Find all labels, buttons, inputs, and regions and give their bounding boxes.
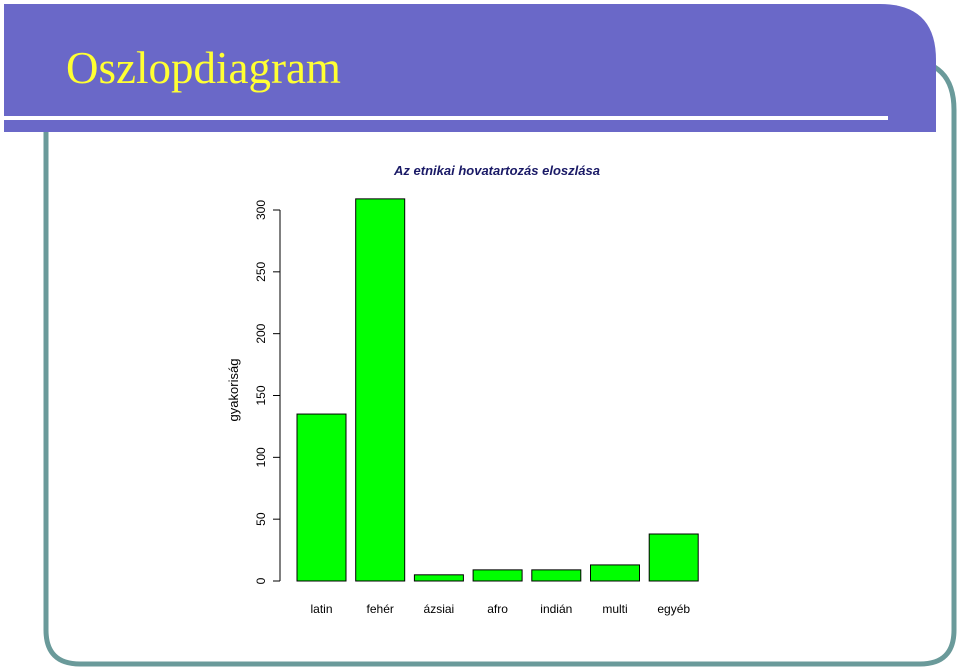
y-tick-label: 200 <box>254 323 268 343</box>
chart-title: Az etnikai hovatartozás eloszlása <box>393 163 600 178</box>
y-tick-label: 50 <box>254 512 268 526</box>
y-tick-label: 250 <box>254 262 268 282</box>
x-tick-label: fehér <box>367 602 394 616</box>
header-band <box>4 4 936 132</box>
bar-4 <box>472 569 523 582</box>
y-tick-label: 0 <box>254 577 268 584</box>
y-tick-label: 100 <box>254 447 268 467</box>
bar-1 <box>296 413 347 582</box>
slide-title: Oszlopdiagram <box>66 43 341 93</box>
bar-5 <box>531 569 582 582</box>
y-tick-label: 150 <box>254 385 268 405</box>
x-tick-label: afro <box>487 602 508 616</box>
x-tick-label: indián <box>540 602 572 616</box>
y-tick-label: 300 <box>254 200 268 220</box>
x-axis-labels: latin fehér ázsiai afro indián multi egyéb <box>310 602 690 616</box>
header-underline <box>4 116 888 120</box>
x-tick-label: latin <box>310 602 332 616</box>
bar-7 <box>648 533 699 582</box>
y-axis: 0 50 100 150 200 250 300 <box>254 200 281 584</box>
bar-3 <box>413 574 464 582</box>
y-axis-label: gyakoriság <box>226 359 241 422</box>
x-tick-label: egyéb <box>657 602 690 616</box>
x-tick-label: ázsiai <box>424 602 455 616</box>
x-tick-label: multi <box>602 602 627 616</box>
slide-border <box>43 57 957 667</box>
bars <box>296 198 699 582</box>
bar-2 <box>355 198 406 582</box>
bar-6 <box>590 564 640 582</box>
